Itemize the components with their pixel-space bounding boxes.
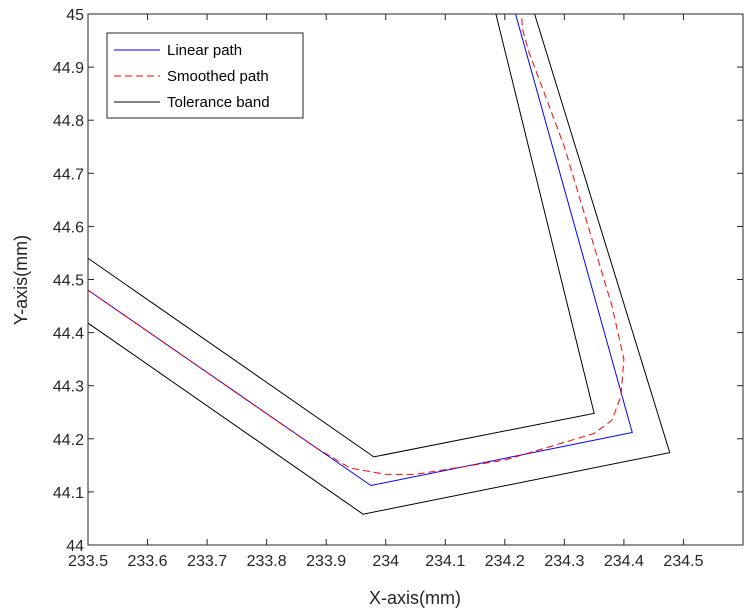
plot-lines [87, 13, 671, 515]
x-tick-label: 234.1 [425, 553, 465, 570]
y-tick-label: 44.8 [53, 113, 84, 130]
x-axis: 233.5 233.6 233.7 233.8 233.9 234 234.1 234.2 23… [68, 14, 704, 570]
y-tick-label: 44.3 [53, 379, 84, 396]
y-tick-label: 44.6 [53, 219, 84, 236]
y-tick-label: 44.1 [53, 485, 84, 502]
legend: Linear path Smoothed path Tolerance band [106, 32, 304, 119]
x-tick-label: 234.2 [485, 553, 525, 570]
series-line-tolerance-band-2 [87, 13, 595, 458]
x-tick-label: 234.5 [663, 553, 703, 570]
x-tick-label: 234 [372, 553, 399, 570]
x-tick-label: 234.4 [604, 553, 644, 570]
y-tick-label: 44.7 [53, 166, 84, 183]
x-tick-label: 233.5 [68, 553, 108, 570]
y-tick-label: 44.2 [53, 432, 84, 449]
y-tick-label: 44 [66, 538, 84, 555]
y-tick-label: 44.9 [53, 60, 84, 77]
legend-label-tolerance-band: Tolerance band [167, 94, 270, 111]
series-line-smoothed-path-1 [87, 13, 625, 475]
y-tick-label: 44.4 [53, 326, 84, 343]
x-tick-label: 234.3 [544, 553, 584, 570]
legend-label-smoothed-path: Smoothed path [167, 68, 269, 85]
y-axis-label: Y-axis(mm) [11, 235, 31, 325]
x-tick-label: 233.9 [306, 553, 346, 570]
x-tick-label: 233.6 [128, 553, 168, 570]
legend-label-linear-path: Linear path [167, 42, 242, 59]
x-tick-label: 233.7 [187, 553, 227, 570]
x-axis-label: X-axis(mm) [369, 588, 461, 608]
y-tick-label: 44.5 [53, 273, 84, 290]
series-line-tolerance-band-3 [87, 13, 671, 515]
y-axis: 44 44.1 44.2 44.3 44.4 44.5 44.6 44.7 44.8 44.9 45 [53, 7, 743, 555]
x-tick-label: 233.8 [247, 553, 287, 570]
y-tick-label: 45 [66, 7, 84, 24]
